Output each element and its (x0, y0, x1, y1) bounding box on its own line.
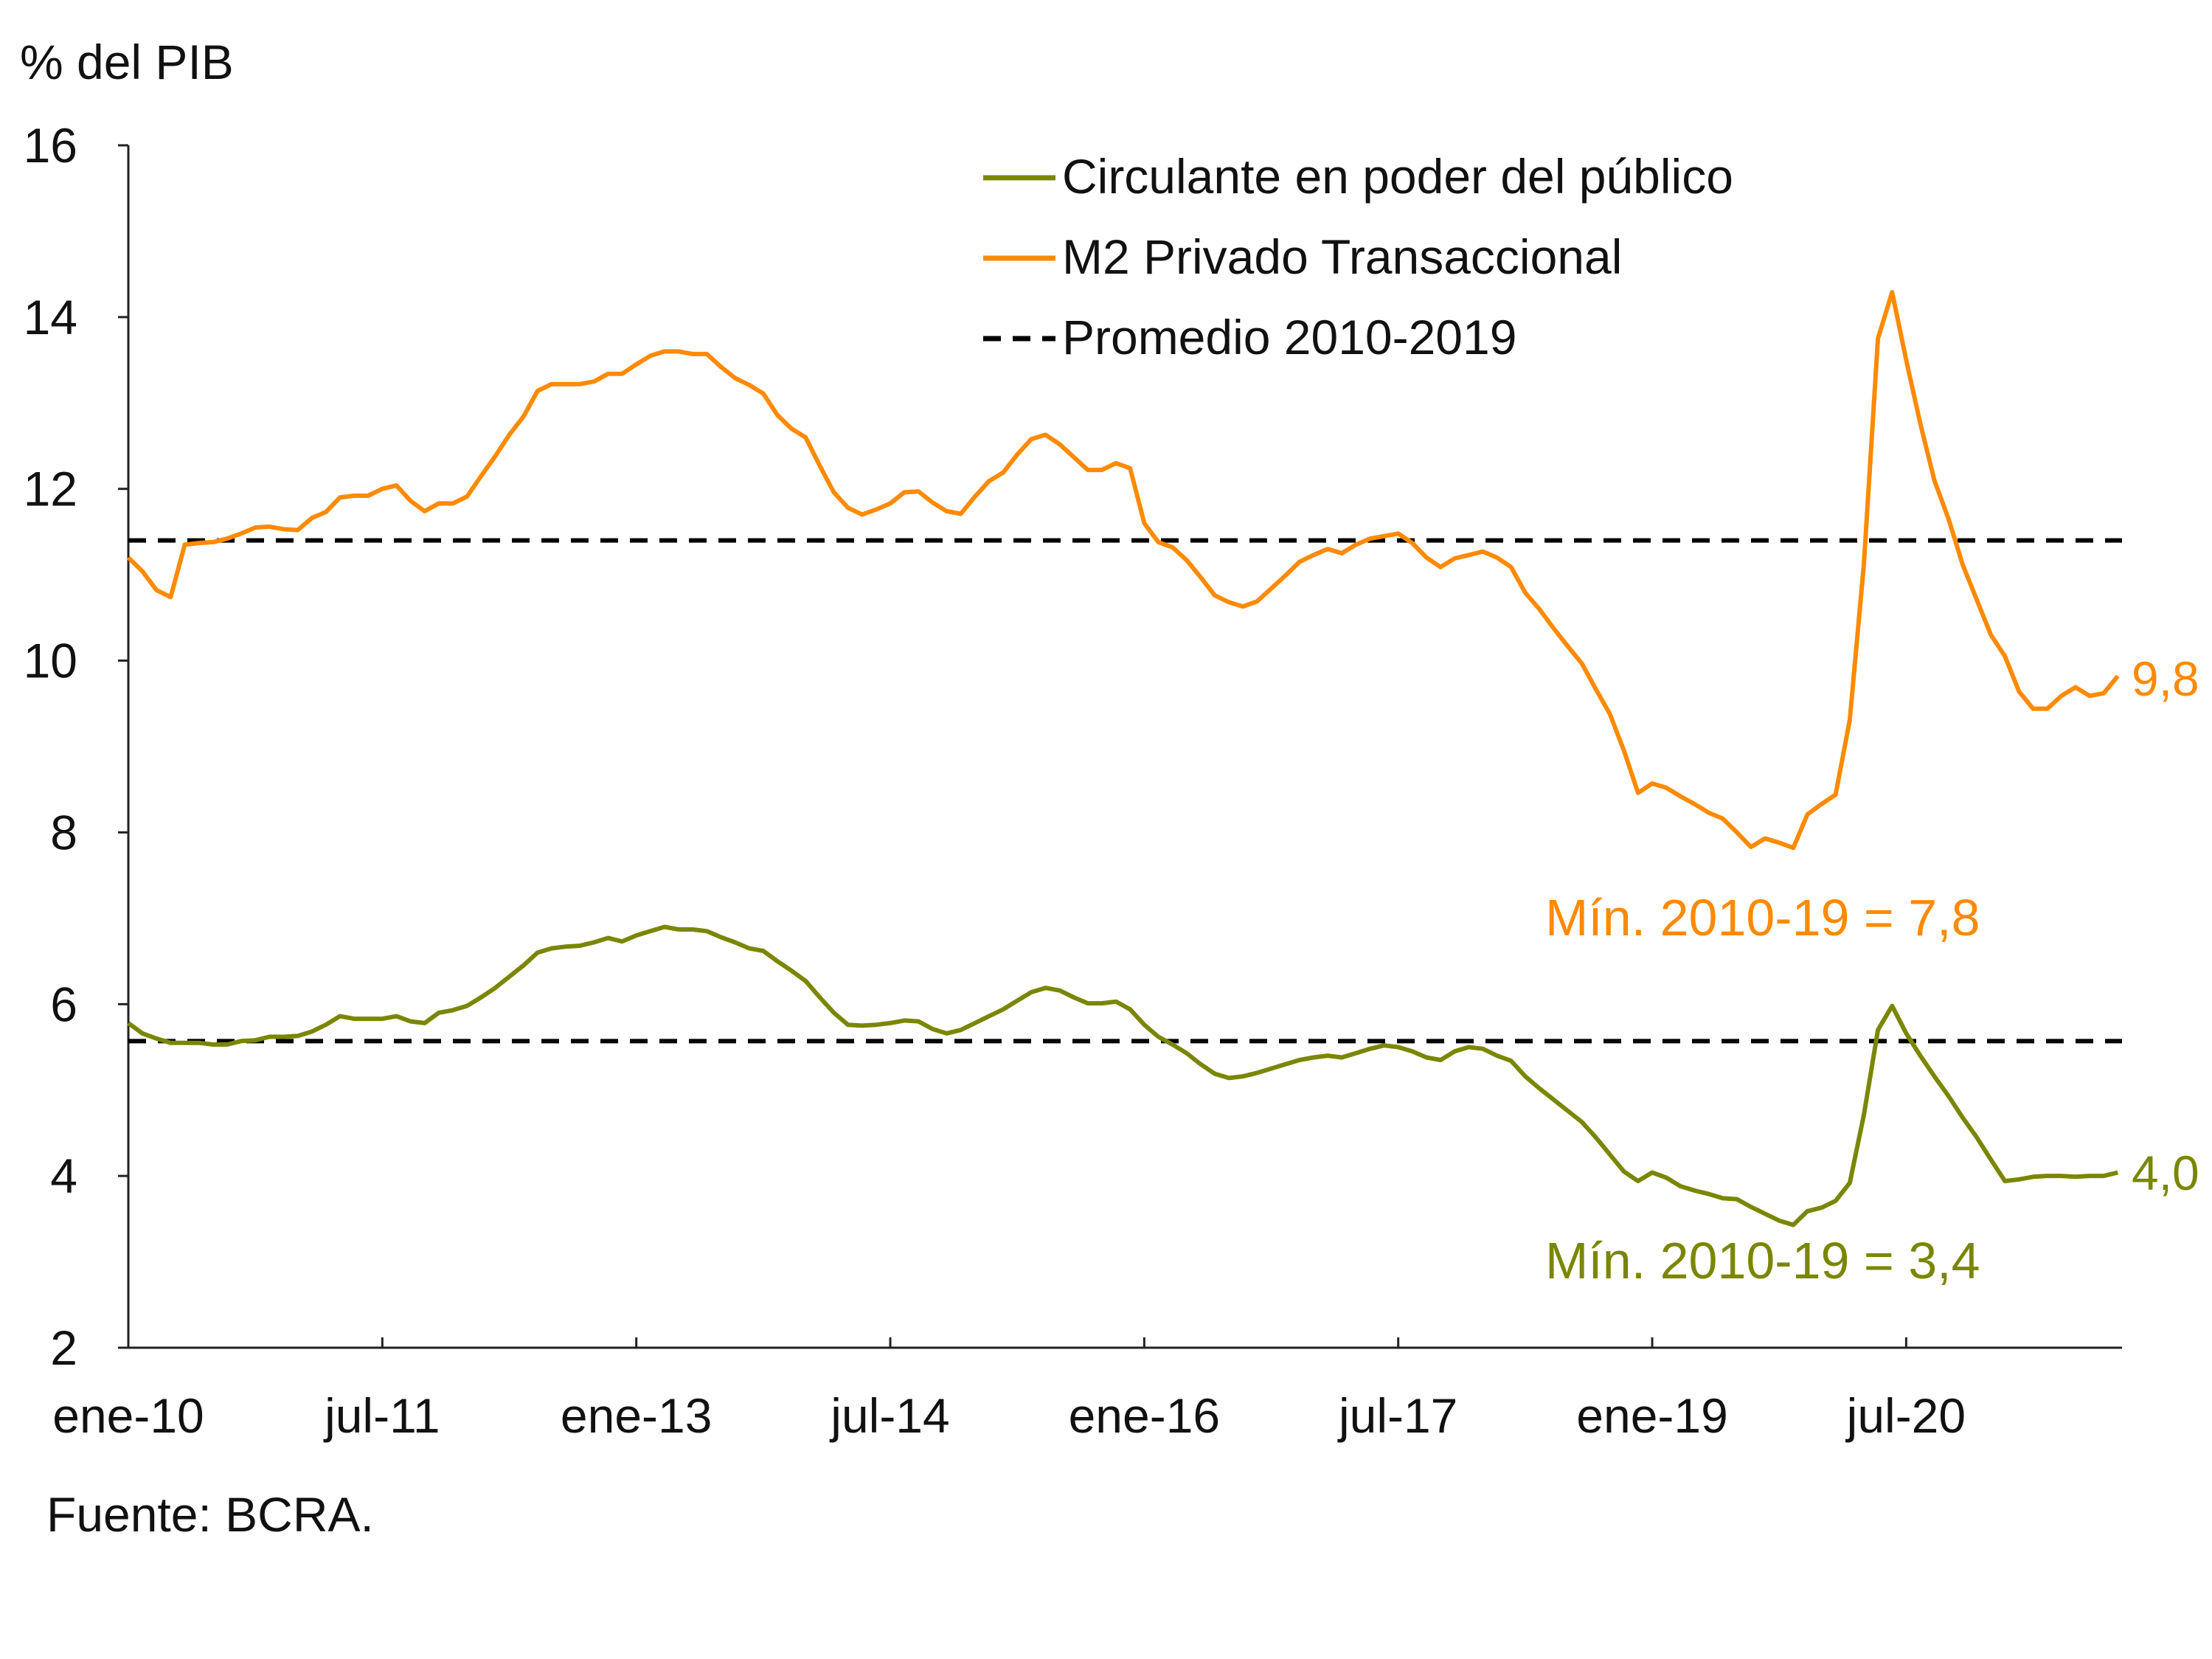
annotation-circ-last: 4,0 (2132, 1146, 2199, 1200)
series-lines (126, 290, 2120, 1227)
x-tick-label: jul-17 (1337, 1388, 1457, 1443)
legend-label-m2: M2 Privado Transaccional (1062, 229, 1622, 284)
y-tick-label: 2 (50, 1320, 77, 1375)
legend-label-circulante: Circulante en poder del público (1062, 149, 1733, 204)
x-tick-label: jul-14 (829, 1388, 949, 1443)
y-tick-label: 6 (50, 977, 77, 1031)
y-tick-label: 4 (50, 1149, 77, 1203)
average-lines (128, 538, 2122, 1044)
annotation-m2-last: 9,8 (2132, 651, 2199, 706)
y-tick-label: 10 (24, 634, 77, 688)
y-axis-label: % del PIB (20, 35, 234, 89)
annotation-circ-min: Mín. 2010-19 = 3,4 (1545, 1232, 1980, 1289)
source-note: Fuente: BCRA. (46, 1487, 374, 1542)
y-ticks: 16 14 12 10 8 6 4 2 (24, 118, 128, 1375)
x-ticks: ene-10 jul-11 ene-13 jul-14 ene-16 jul-17 ene-… (52, 1337, 1966, 1443)
x-tick-label: ene-16 (1069, 1388, 1221, 1443)
x-tick-label: ene-10 (52, 1388, 204, 1443)
series-line-circulante (127, 924, 2119, 1227)
x-tick-label: ene-19 (1576, 1388, 1728, 1443)
y-tick-label: 16 (24, 118, 77, 173)
annotation-m2-min: Mín. 2010-19 = 7,8 (1545, 889, 1980, 946)
y-tick-label: 8 (50, 805, 77, 859)
legend-label-promedio: Promedio 2010-2019 (1062, 310, 1516, 364)
x-tick-label: jul-11 (323, 1388, 440, 1443)
y-tick-label: 14 (24, 290, 77, 344)
series-line-m2 (126, 290, 2120, 851)
legend: Circulante en poder del público M2 Priva… (983, 149, 1733, 364)
x-tick-label: jul-20 (1845, 1388, 1966, 1443)
y-tick-label: 12 (24, 462, 77, 516)
x-tick-label: ene-13 (561, 1388, 713, 1443)
